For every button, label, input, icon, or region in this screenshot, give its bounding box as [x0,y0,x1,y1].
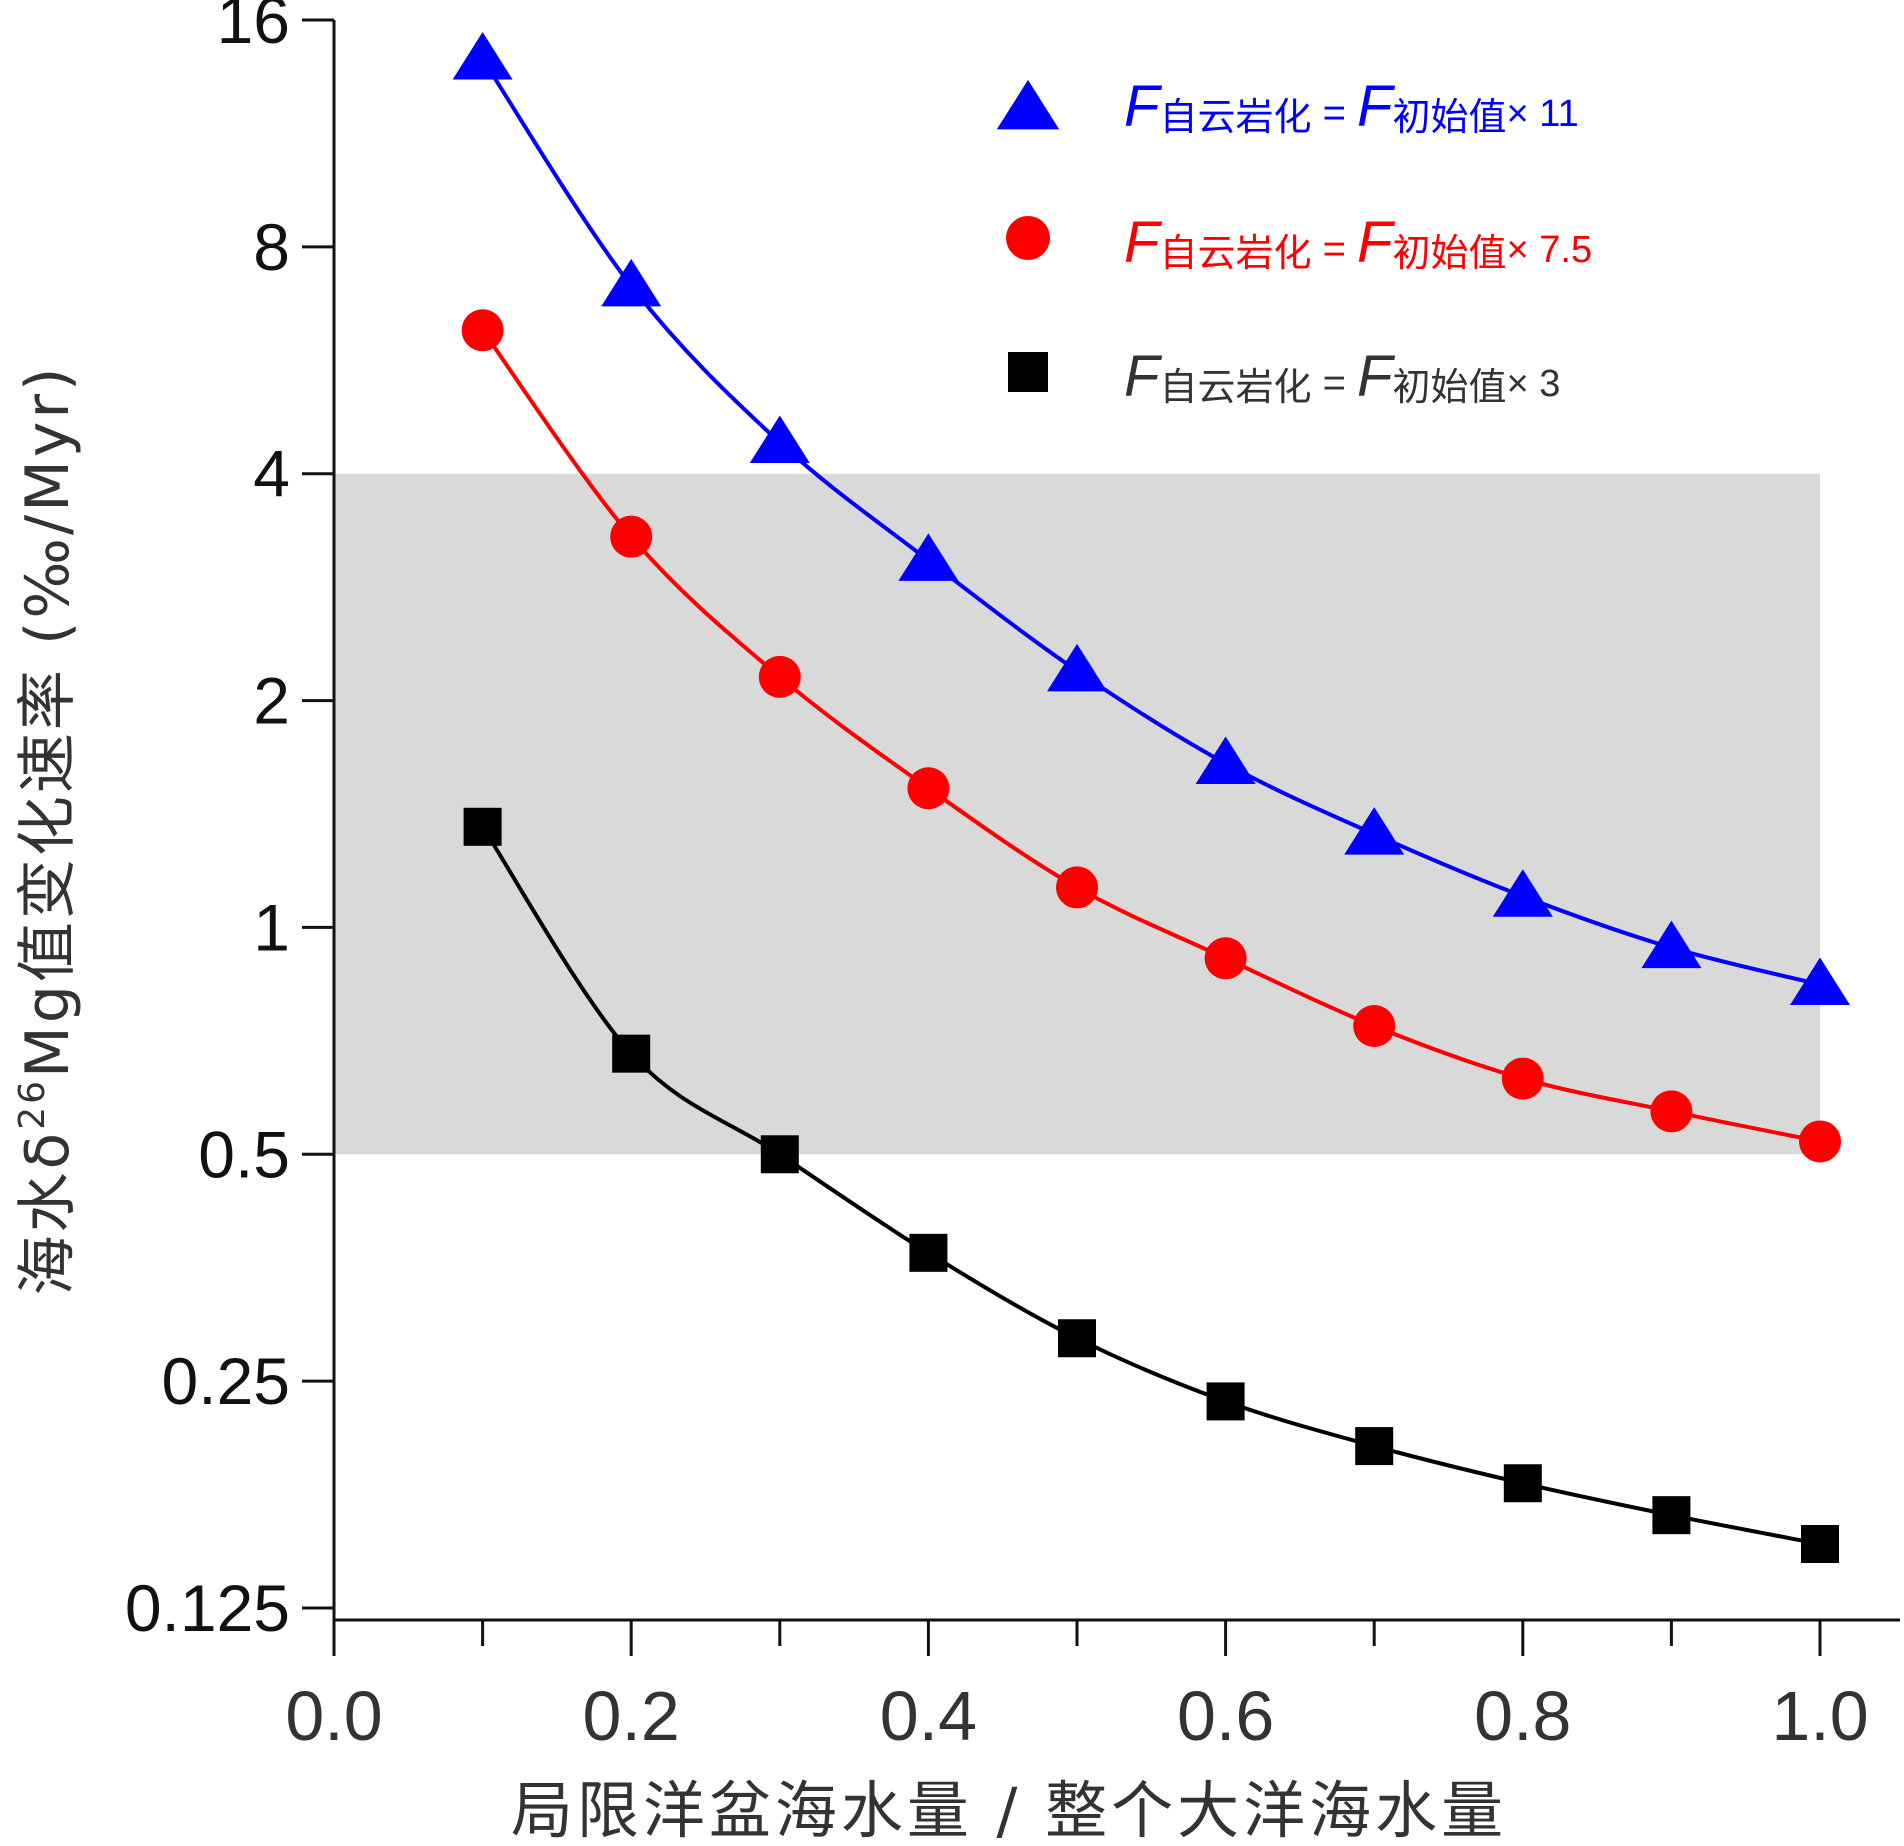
series-layer [452,32,1850,1563]
series-square [463,807,1839,1563]
legend-part-1: 自云岩化 [1159,233,1311,275]
legend-part-4: 初始值 [1392,367,1506,409]
series-circle [461,309,1841,1163]
legend-part-1: 自云岩化 [1159,367,1311,409]
legend-part-0: F [1124,74,1163,139]
y-tick-label: 0.25 [162,1344,290,1418]
series-circle-point [461,309,504,352]
y-axis-title-suffix: Mg值变化速率 (‰/Myr) [13,365,83,1078]
x-tick-label: 1.0 [1771,1677,1868,1755]
series-circle-point [1204,937,1247,980]
series-circle-point [907,767,950,810]
legend-label-square: F自云岩化 = F初始值× 3 [1124,344,1560,409]
series-triangle-point [452,32,513,80]
shaded-band-layer [334,473,1820,1155]
shaded-band [334,473,1820,1155]
series-triangle-line [480,57,1821,987]
legend-item-circle: F自云岩化 = F初始值× 7.5 [1006,210,1592,275]
axes-layer: 0.125 0.25 0.5 1 2 4 8 16 0.0 0.2 0.4 0.6 0.8 1.0 [125,0,1900,1755]
legend-item-square: F自云岩化 = F初始值× 3 [1008,344,1560,409]
legend-part-0: F [1124,344,1163,409]
legend-item-triangle: F自云岩化 = F初始值× 11 [996,74,1579,139]
series-circle-point [1799,1120,1841,1163]
legend-marker-circle [1006,216,1050,260]
x-tick-label: 0.8 [1474,1677,1571,1755]
legend-marker-square [1008,352,1048,392]
series-triangle-point [1492,869,1553,917]
series-square-point [909,1233,948,1272]
series-triangle-point [1047,643,1107,692]
series-square-point [1058,1319,1096,1358]
series-circle-point [1501,1057,1544,1100]
x-tick-label: 0.6 [1177,1677,1274,1755]
series-triangle-point [898,533,959,581]
series-square-point [1652,1496,1691,1535]
x-tick-label: 0.0 [285,1677,382,1755]
legend-part-3: F [1357,74,1396,139]
legend-part-2: = [1311,361,1357,405]
legend-part-1: 自云岩化 [1159,97,1311,139]
legend-part-0: F [1124,210,1163,275]
legend-part-4: 初始值 [1392,97,1506,139]
y-axis-title: 海水δ26Mg值变化速率 (‰/Myr) [12,365,83,1296]
series-square-point [463,807,502,846]
x-tick-label: 0.4 [880,1677,977,1755]
series-square-line [480,825,1821,1546]
series-triangle-point [749,415,810,464]
y-axis-title-superscript: 26 [12,1078,53,1130]
series-circle-point [1353,1004,1396,1047]
y-tick-label: 2 [253,664,290,738]
x-tick-label: 0.2 [583,1677,680,1755]
y-tick-label: 16 [217,0,290,57]
series-triangle-point [1790,957,1850,1005]
series-square-point [1206,1382,1245,1421]
legend-marker-triangle [996,79,1060,130]
legend-part-5: × 11 [1507,93,1579,135]
series-circle-point [1650,1090,1693,1133]
legend-part-5: × 3 [1507,363,1561,405]
series-triangle-point [1641,920,1702,969]
series-square-point [1355,1427,1394,1466]
series-circle-point [1056,866,1098,909]
legend-part-2: = [1311,91,1357,135]
series-circle-line [480,329,1821,1144]
legend-part-3: F [1357,344,1396,409]
legend-part-3: F [1357,210,1396,275]
series-circle-point [610,515,653,558]
legend-label-circle: F自云岩化 = F初始值× 7.5 [1124,210,1592,275]
series-square-point [1503,1464,1542,1503]
legend-label-triangle: F自云岩化 = F初始值× 11 [1124,74,1579,139]
y-tick-label: 1 [253,890,290,964]
y-tick-label: 0.5 [198,1117,290,1191]
y-tick-label: 0.125 [125,1571,290,1645]
series-triangle [452,32,1850,1005]
series-triangle-point [1344,807,1405,855]
series-square-point [612,1034,651,1073]
series-square-point [760,1135,799,1174]
legend-part-2: = [1311,227,1357,271]
series-square-point [1801,1524,1839,1563]
x-axis-title: 局限洋盆海水量 / 整个大洋海水量 [511,1774,1507,1846]
y-tick-label: 4 [253,437,290,511]
y-axis-title-prefix: 海水δ [13,1130,83,1296]
y-tick-label: 8 [253,210,290,284]
series-circle-point [758,655,801,698]
legend-part-4: 初始值 [1392,233,1506,275]
legend-part-5: × 7.5 [1507,229,1593,271]
series-triangle-point [601,258,662,307]
series-triangle-point [1195,736,1256,785]
